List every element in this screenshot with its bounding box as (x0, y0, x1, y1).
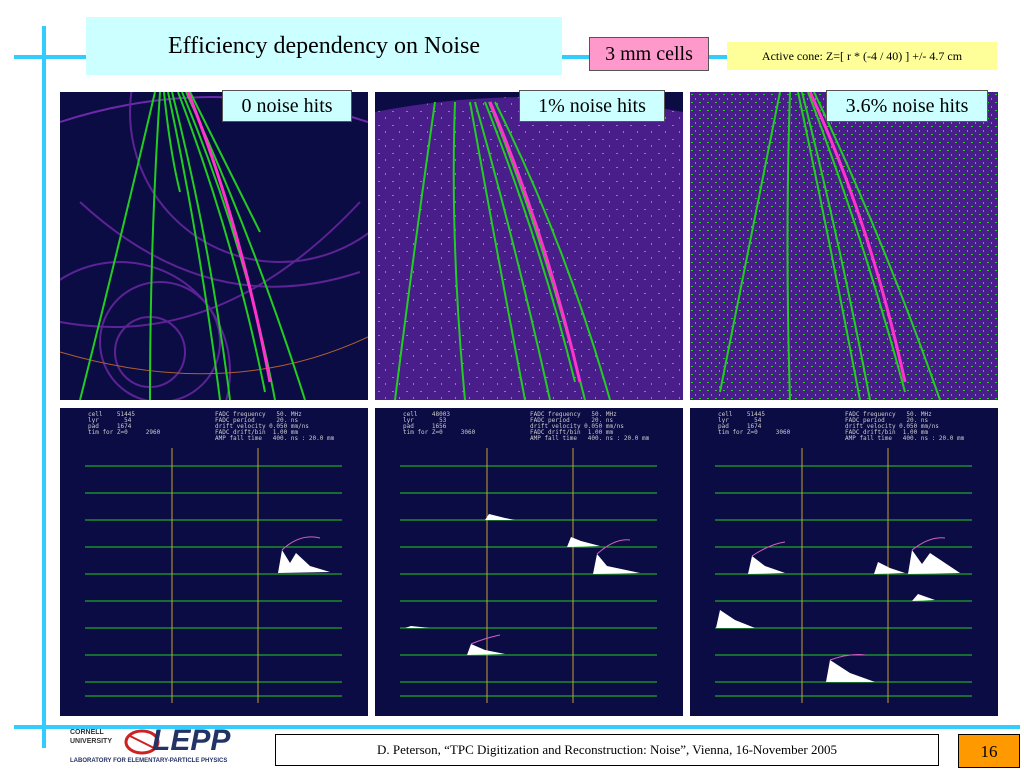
event-display-no-noise (60, 92, 368, 400)
logo-name: LEPP (152, 724, 231, 757)
active-cone-label: Active cone: Z=[ r * (-4 / 40) ] +/- 4.7… (727, 42, 997, 70)
lepp-logo-mark (124, 729, 160, 755)
event-display-3-6pct-noise (690, 92, 998, 400)
page-number: 16 (958, 734, 1020, 768)
fadc-info-right-1: FADC frequency 50. MHz FADC period 20. ns… (215, 411, 335, 442)
title-background (86, 17, 562, 75)
fadc-info-right-2: FADC frequency 50. MHz FADC period 20. ns… (530, 411, 650, 442)
logo-subtitle: LABORATORY FOR ELEMENTARY-PARTICLE PHYSI… (70, 758, 228, 764)
footer-citation: D. Peterson, “TPC Digitization and Recon… (275, 734, 939, 766)
panel-label-1pct-noise: 1% noise hits (519, 90, 665, 122)
panel-label-3-6pct-noise: 3.6% noise hits (826, 90, 988, 122)
fadc-traces-1pct-noise (400, 448, 657, 703)
event-display-1pct-noise (375, 92, 683, 400)
lepp-logo: CORNELL UNIVERSITY LEPP LABORATORY FOR E… (70, 724, 260, 768)
cells-label: 3 mm cells (589, 37, 709, 71)
fadc-info-left-3: cell 51445 lyr 54 pad 1674 tim for Z=0 3060 (718, 411, 791, 436)
fadc-info-left-1: cell 51445 lyr 54 pad 1674 tim for Z=0 2960 (88, 411, 161, 436)
fadc-traces-3-6pct-noise (715, 448, 972, 703)
fadc-panel-1pct-noise: cell 48003 lyr 53 pad 1656 tim for Z=0 3060… (375, 408, 683, 716)
fadc-info-left-2: cell 48003 lyr 53 pad 1656 tim for Z=0 3060 (403, 411, 476, 436)
fadc-panel-no-noise: cell 51445 lyr 54 pad 1674 tim for Z=0 2960… (60, 408, 368, 716)
fadc-panel-3-6pct-noise: cell 51445 lyr 54 pad 1674 tim for Z=0 3060… (690, 408, 998, 716)
fadc-info-right-3: FADC frequency 50. MHz FADC period 20. ns… (845, 411, 965, 442)
logo-university: CORNELL UNIVERSITY (70, 729, 113, 745)
slide-title: Efficiency dependency on Noise (167, 33, 481, 59)
fadc-traces-no-noise (85, 448, 342, 703)
panel-label-no-noise: 0 noise hits (222, 90, 352, 122)
